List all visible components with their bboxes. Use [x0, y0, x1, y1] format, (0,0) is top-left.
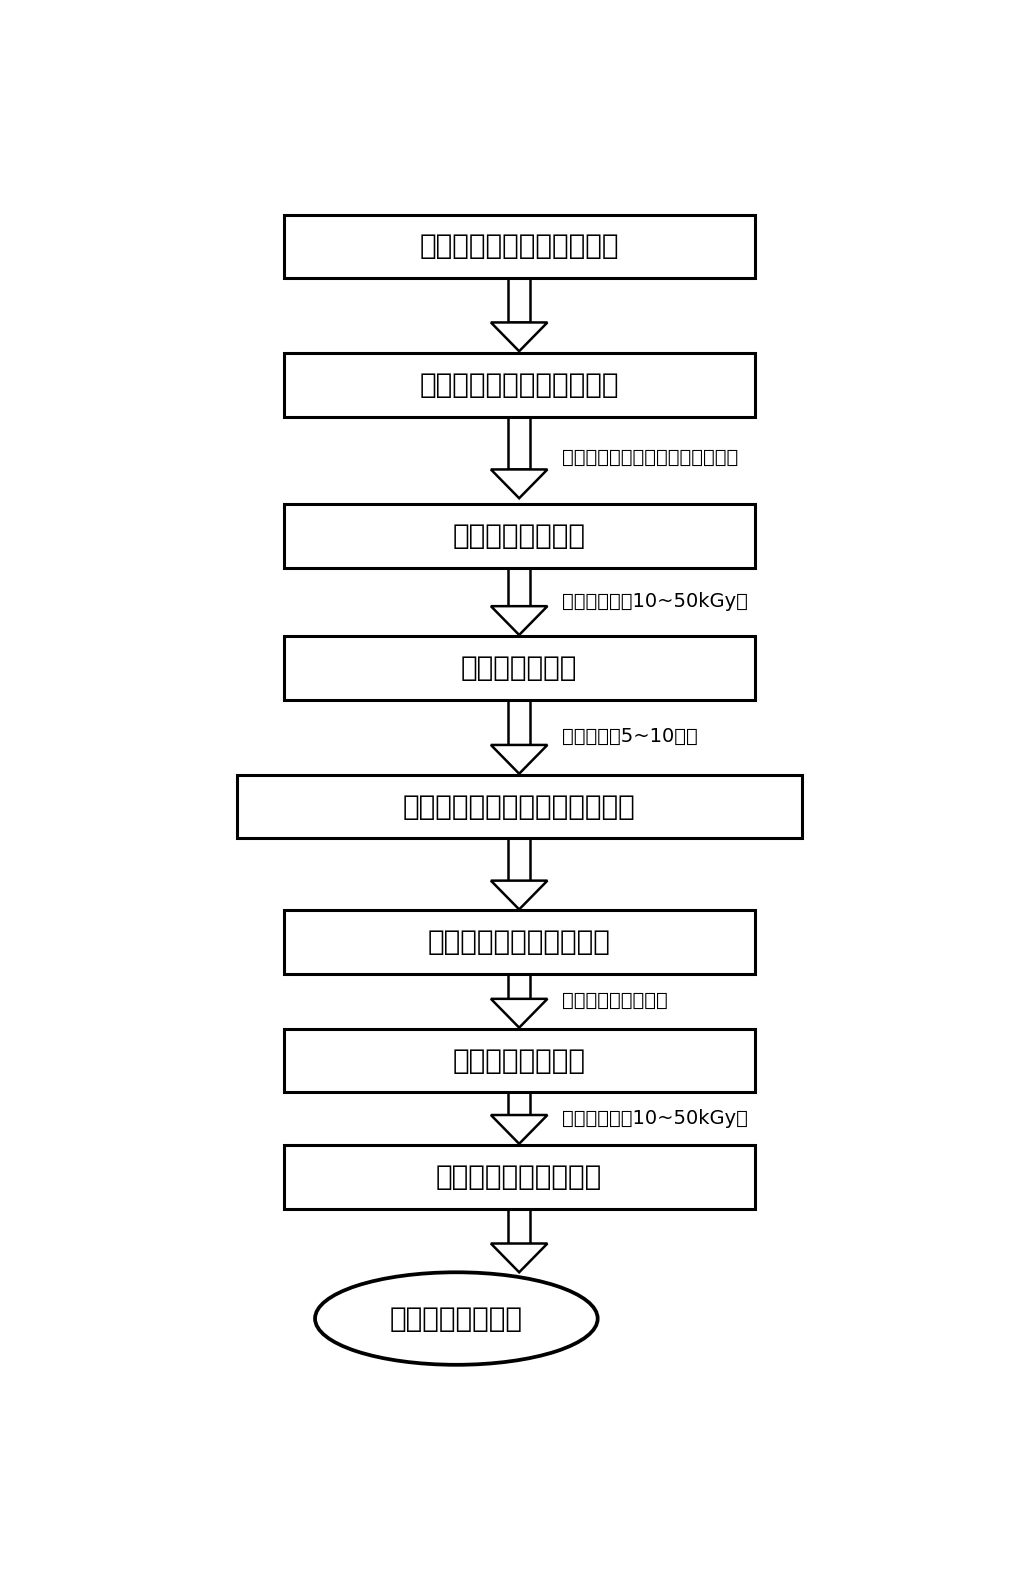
- Bar: [284, 353, 755, 418]
- Text: 启动电子束加速器: 启动电子束加速器: [453, 522, 586, 551]
- Bar: [509, 838, 530, 881]
- Text: 至亚硫酸钠完全溶解: 至亚硫酸钠完全溶解: [562, 992, 669, 1011]
- Bar: [509, 418, 530, 470]
- Text: 医药废液泵入电子束处置槽: 医药废液泵入电子束处置槽: [419, 233, 619, 261]
- Text: 通过投药口投加亚硫酸钠: 通过投药口投加亚硫酸钠: [427, 929, 611, 956]
- Bar: [284, 1028, 755, 1093]
- Polygon shape: [491, 745, 547, 774]
- Bar: [237, 775, 802, 838]
- Text: 关闭微孔曝气盘和电子束加速器: 关闭微孔曝气盘和电子束加速器: [403, 793, 635, 821]
- Text: 辐照剂量达到10~50kGy后: 辐照剂量达到10~50kGy后: [562, 592, 749, 611]
- Text: 启动搅拌釜至过二硫酸钠完全溶解: 启动搅拌釜至过二硫酸钠完全溶解: [562, 448, 738, 467]
- Bar: [284, 505, 755, 568]
- Ellipse shape: [315, 1272, 598, 1365]
- Bar: [284, 636, 755, 699]
- Polygon shape: [491, 1243, 547, 1272]
- Text: 打开微孔曝气盘: 打开微孔曝气盘: [461, 653, 577, 682]
- Polygon shape: [491, 998, 547, 1028]
- Bar: [509, 278, 530, 323]
- Text: 停止搅拌和电子束辐照: 停止搅拌和电子束辐照: [436, 1163, 603, 1191]
- Bar: [284, 911, 755, 975]
- Bar: [509, 1209, 530, 1243]
- Text: 通过投药口投加过二硫酸钠: 通过投药口投加过二硫酸钠: [419, 372, 619, 399]
- Polygon shape: [491, 606, 547, 634]
- Bar: [509, 699, 530, 745]
- Polygon shape: [491, 881, 547, 910]
- Text: 曝二氧化碳5~10分钟: 曝二氧化碳5~10分钟: [562, 728, 698, 747]
- Text: 打开电子束加速器: 打开电子束加速器: [453, 1047, 586, 1074]
- Text: 处理后的医药废液: 处理后的医药废液: [390, 1305, 523, 1332]
- Bar: [509, 975, 530, 998]
- Bar: [509, 568, 530, 606]
- Text: 辐照剂量达到10~50kGy后: 辐照剂量达到10~50kGy后: [562, 1109, 749, 1128]
- Polygon shape: [491, 470, 547, 498]
- Bar: [509, 1093, 530, 1115]
- Bar: [284, 1145, 755, 1209]
- Polygon shape: [491, 323, 547, 351]
- Polygon shape: [491, 1115, 547, 1144]
- Bar: [284, 215, 755, 278]
